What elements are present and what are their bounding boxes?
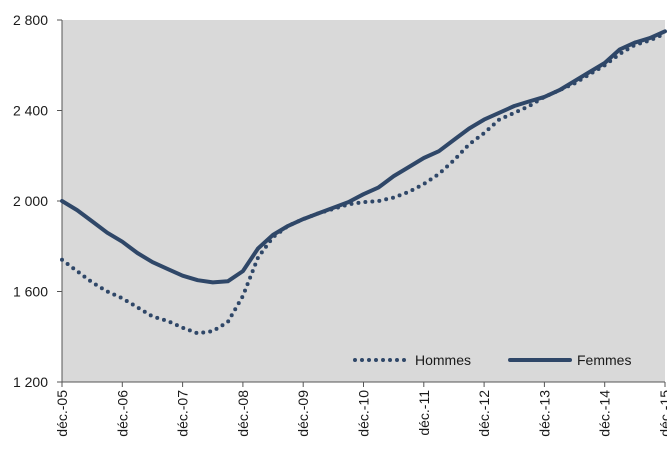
- legend-label-hommes: Hommes: [415, 352, 471, 368]
- x-tick-label: déc.-05: [54, 390, 70, 437]
- y-tick-label: 2 800: [13, 12, 48, 28]
- legend-label-femmes: Femmes: [577, 352, 631, 368]
- x-tick-label: déc.-10: [356, 390, 372, 437]
- x-tick-label: déc.-08: [235, 390, 251, 437]
- x-tick-label: déc.-09: [295, 390, 311, 437]
- x-tick-label: déc.-11: [416, 390, 432, 436]
- x-tick-label: déc.-13: [536, 390, 552, 437]
- x-tick-label: déc.-12: [476, 390, 492, 437]
- plot-area: [62, 20, 665, 382]
- x-tick-label: déc.-06: [114, 390, 130, 437]
- y-tick-label: 1 200: [13, 374, 48, 390]
- x-tick-label: déc.-15: [657, 390, 667, 437]
- y-tick-label: 1 600: [13, 284, 48, 300]
- y-tick-label: 2 000: [13, 193, 48, 209]
- y-tick-label: 2 400: [13, 103, 48, 119]
- y-axis: 1 200 1 600 2 000 2 400 2 800: [13, 12, 63, 390]
- series-line-femmes: [60, 29, 667, 285]
- legend: Hommes Femmes: [353, 352, 631, 368]
- x-axis: déc.-05 déc.-06 déc.-07 déc.-08 déc.-09 déc.-…: [54, 381, 667, 437]
- series-layer: [60, 29, 667, 336]
- series-line-hommes: [60, 31, 667, 336]
- x-tick-label: déc.-07: [175, 390, 191, 437]
- x-tick-label: déc.-14: [597, 390, 613, 437]
